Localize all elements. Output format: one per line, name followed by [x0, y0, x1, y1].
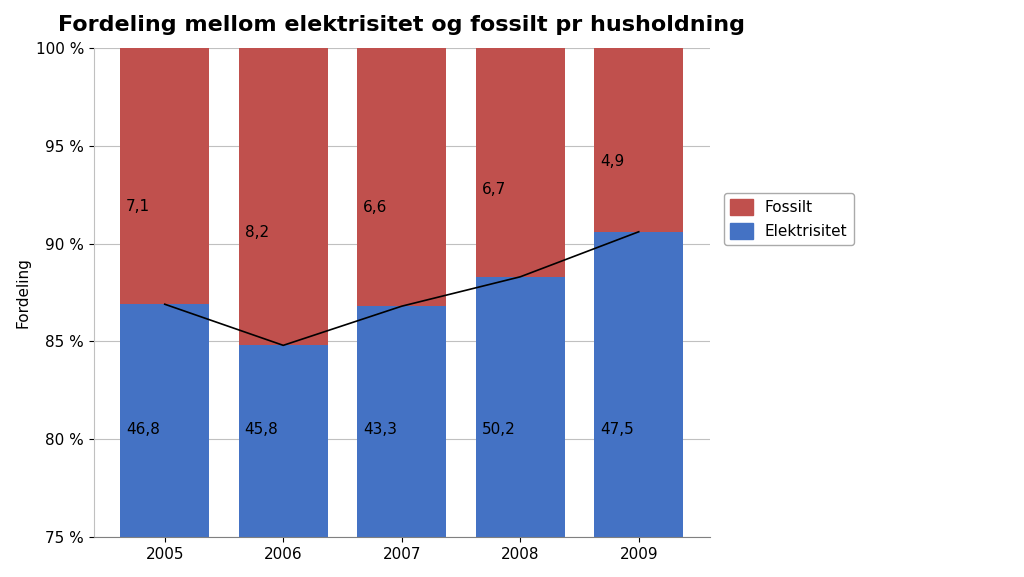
Text: 43,3: 43,3: [364, 422, 397, 437]
Text: 45,8: 45,8: [245, 422, 279, 437]
Text: 6,6: 6,6: [364, 200, 388, 215]
Bar: [476, 277, 564, 537]
Text: 50,2: 50,2: [481, 422, 515, 437]
Text: 46,8: 46,8: [126, 422, 160, 437]
Bar: [357, 48, 446, 306]
Text: 6,7: 6,7: [481, 182, 506, 197]
Title: Fordeling mellom elektrisitet og fossilt pr husholdning: Fordeling mellom elektrisitet og fossilt…: [58, 15, 745, 35]
Y-axis label: Fordeling: Fordeling: [15, 257, 30, 328]
Bar: [239, 346, 328, 537]
Bar: [476, 48, 564, 277]
Bar: [120, 304, 209, 537]
Bar: [239, 48, 328, 346]
Text: 8,2: 8,2: [245, 224, 269, 239]
Text: 7,1: 7,1: [126, 199, 151, 214]
Bar: [594, 48, 683, 232]
Bar: [357, 306, 446, 537]
Text: 47,5: 47,5: [600, 422, 634, 437]
Bar: [594, 232, 683, 537]
Bar: [120, 48, 209, 304]
Text: 4,9: 4,9: [600, 154, 625, 169]
Legend: Fossilt, Elektrisitet: Fossilt, Elektrisitet: [724, 193, 854, 245]
